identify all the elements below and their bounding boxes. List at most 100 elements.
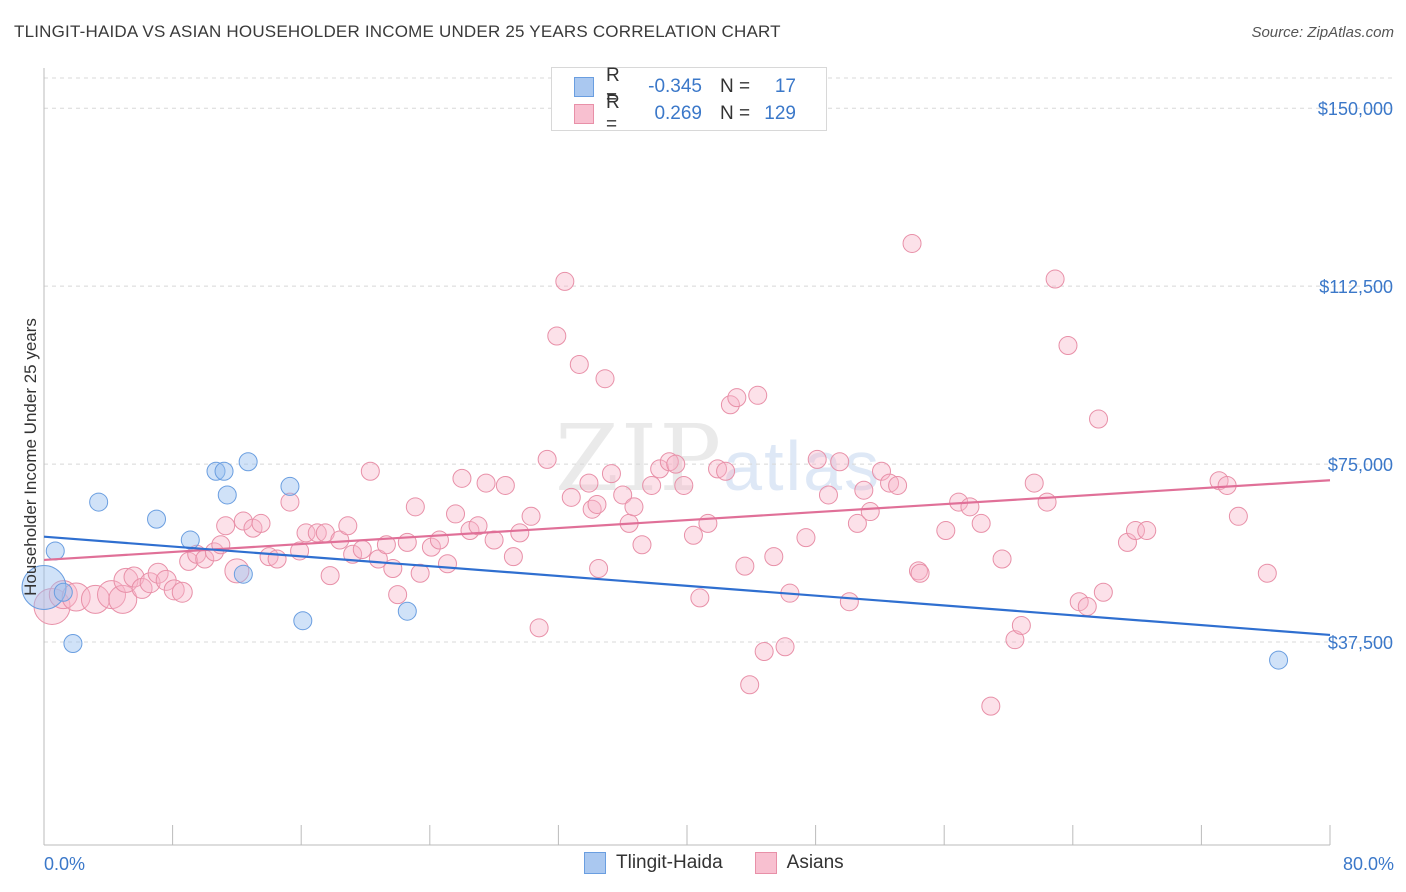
legend-row-tlingit: R = -0.345 N = 17: [574, 65, 796, 108]
asian-point: [421, 537, 441, 557]
asian-point: [698, 513, 718, 533]
series-legend-asian[interactable]: Asians: [754, 852, 844, 874]
grid-layer: [44, 77, 1395, 643]
legend-n-label: N =: [720, 76, 751, 97]
asian-point: [1093, 582, 1113, 602]
axis-labels: $37,500 $75,000 $112,500 $150,000 0.0% 80.0% H…: [21, 99, 1394, 874]
tlingit-point: [63, 633, 83, 653]
legend-n-value: 129: [764, 103, 796, 124]
asian-point: [740, 675, 760, 695]
legend-n-label: N =: [720, 103, 751, 124]
tlingit-point: [214, 461, 234, 481]
tlingit-points: [21, 452, 1289, 670]
asian-point: [1089, 409, 1109, 429]
asian-point: [484, 530, 504, 550]
asian-point: [847, 513, 867, 533]
asian-point: [674, 475, 694, 495]
asian-point: [452, 468, 472, 488]
trend-lines: [43, 479, 1331, 637]
asian-point: [981, 696, 1001, 716]
asian-point: [910, 563, 930, 583]
asian-point: [818, 485, 838, 505]
y-tick-label: $75,000: [1328, 455, 1393, 475]
y-axis-title: Householder Income Under 25 years: [21, 318, 40, 596]
asian-point: [1011, 615, 1031, 635]
asian-point: [537, 449, 557, 469]
asian-point: [468, 516, 488, 536]
asian-trend-line: [43, 479, 1331, 562]
asian-point: [613, 485, 633, 505]
asian-point: [880, 473, 900, 493]
tlingit-point: [397, 601, 417, 621]
chart-title: TLINGIT-HAIDA VS ASIAN HOUSEHOLDER INCOM…: [14, 22, 781, 41]
source-credit: Source: ZipAtlas.com: [1251, 24, 1394, 41]
watermark: ZIPatlas: [555, 405, 881, 512]
tlingit-point: [53, 582, 73, 602]
asian-point: [992, 549, 1012, 569]
asian-point: [429, 530, 449, 550]
asian-points: [33, 233, 1277, 716]
asian-point: [902, 233, 922, 253]
asian-point: [1077, 596, 1097, 616]
asian-point: [690, 588, 710, 608]
asian-point: [280, 492, 300, 512]
asian-point: [343, 544, 363, 564]
asian-point: [601, 464, 621, 484]
asian-point: [171, 581, 193, 603]
asian-point: [1045, 269, 1065, 289]
legend-r-value: 0.269: [654, 103, 702, 124]
asian-point: [748, 385, 768, 405]
asian-point: [503, 547, 523, 567]
tlingit-point: [238, 452, 258, 472]
watermark-atlas: atlas: [723, 427, 882, 505]
asian-point: [579, 473, 599, 493]
asian-point: [251, 513, 271, 533]
asian-point: [936, 521, 956, 541]
legend-swatch-asian: [574, 104, 594, 124]
asian-point: [97, 580, 127, 610]
tlingit-point: [217, 485, 237, 505]
asian-point: [1058, 335, 1078, 355]
asian-point: [259, 547, 279, 567]
asian-point: [1257, 563, 1277, 583]
series-swatch-tlingit: [584, 852, 606, 874]
asian-point: [405, 497, 425, 517]
tlingit-point: [89, 492, 109, 512]
series-label-asian: Asians: [786, 852, 844, 873]
asian-point: [307, 523, 327, 543]
asian-point: [587, 494, 607, 514]
axes-layer: [43, 68, 1331, 846]
asian-point: [267, 549, 287, 569]
y-tick-label: $112,500: [1319, 277, 1393, 297]
asian-point: [547, 326, 567, 346]
series-label-tlingit: Tlingit-Haida: [616, 852, 723, 873]
series-legend: Tlingit-Haida Asians: [584, 852, 876, 874]
asian-point: [108, 584, 138, 614]
asian-point: [388, 585, 408, 605]
asian-point: [437, 554, 457, 574]
tlingit-point: [206, 461, 226, 481]
asian-point: [796, 528, 816, 548]
asian-point: [561, 487, 581, 507]
asian-point: [296, 523, 316, 543]
asian-point: [1024, 473, 1044, 493]
asian-point: [360, 461, 380, 481]
asian-point: [683, 525, 703, 545]
asian-point: [735, 556, 755, 576]
asian-point: [830, 452, 850, 472]
asian-point: [716, 461, 736, 481]
correlation-legend: R = -0.345 N = 17 R = 0.269 N = 129: [551, 65, 827, 135]
y-tick-label: $37,500: [1328, 633, 1393, 653]
tlingit-point: [180, 530, 200, 550]
asian-point: [666, 454, 686, 474]
asian-point: [476, 473, 496, 493]
legend-swatch-tlingit: [574, 77, 594, 97]
asian-point: [589, 559, 609, 579]
asian-point: [352, 540, 372, 560]
asian-point: [179, 551, 199, 571]
series-legend-tlingit[interactable]: Tlingit-Haida: [584, 852, 723, 874]
asian-point: [860, 502, 880, 522]
asian-point: [216, 516, 236, 536]
legend-r-label: R =: [606, 92, 620, 135]
